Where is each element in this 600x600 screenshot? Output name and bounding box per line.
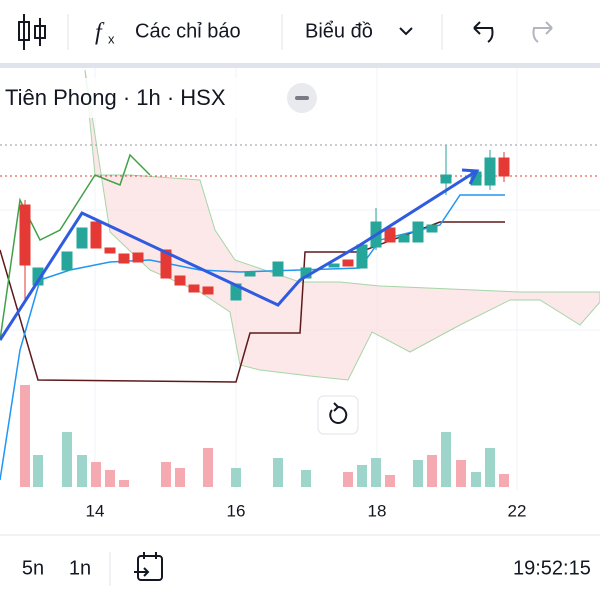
undo-button[interactable] [473,21,494,43]
fx-icon[interactable]: f [95,20,105,46]
redo-button[interactable] [532,21,553,43]
trend-line[interactable] [0,170,476,341]
reset-icon [329,402,348,424]
chart-title: Tiên Phong · 1h · HSX [5,85,226,110]
x-axis: 14 16 18 22 [86,501,527,520]
x-label: 18 [368,501,387,520]
timeframe-button[interactable]: 5n [22,557,44,579]
toolbar-border [0,63,600,68]
indicators-button[interactable]: Các chỉ báo [135,20,241,42]
reset-button[interactable] [317,395,359,435]
candle-icon[interactable] [18,14,46,50]
clock: 19:52:15 [513,557,591,579]
fx-icon-sub: x [108,31,115,46]
title-backdrop [0,78,280,118]
volume-bars [20,385,509,487]
trend-arrow [461,168,480,185]
toolbar: f x Các chỉ báo Biểu đồ [18,14,553,50]
ichimoku-cloud [84,69,600,381]
bottom-bar: 5n 1n 19:52:15 [22,552,591,586]
chart-type-button[interactable]: Biểu đồ [305,20,373,42]
chevron [399,27,413,36]
x-label: 22 [508,501,527,520]
goto-date-button[interactable] [134,552,163,581]
x-label: 16 [227,501,246,520]
x-label: 14 [86,501,105,520]
timeframe-button[interactable]: 1n [69,557,91,579]
collapse-icon [295,96,309,100]
chart-area: Tiên Phong · 1h · HSX [0,68,600,490]
